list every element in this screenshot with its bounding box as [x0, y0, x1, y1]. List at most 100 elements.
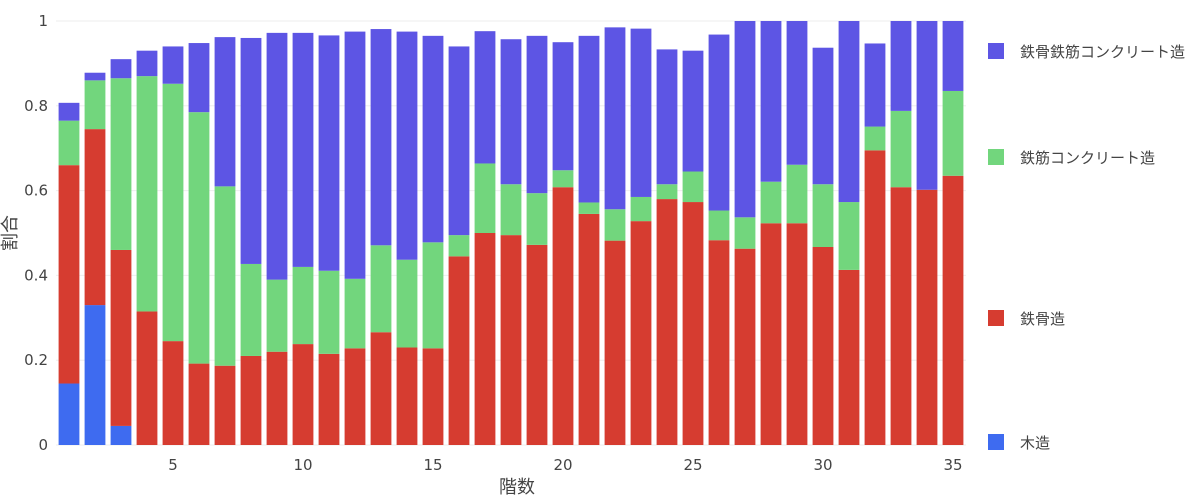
bar-segment[interactable]	[838, 269, 860, 445]
bar-segment[interactable]	[734, 248, 756, 445]
bar-segment[interactable]	[162, 83, 184, 342]
bar-segment[interactable]	[370, 332, 392, 445]
bar-segment[interactable]	[188, 112, 210, 364]
bar-segment[interactable]	[474, 31, 496, 164]
bar-segment[interactable]	[396, 31, 418, 260]
bar-segment[interactable]	[604, 27, 626, 210]
bar-segment[interactable]	[942, 21, 964, 91]
bar-segment[interactable]	[214, 365, 236, 445]
bar-segment[interactable]	[214, 37, 236, 187]
bar-segment[interactable]	[708, 210, 730, 241]
bar-segment[interactable]	[422, 35, 444, 243]
bar-segment[interactable]	[370, 29, 392, 246]
bar-segment[interactable]	[266, 32, 288, 280]
bar-segment[interactable]	[630, 221, 652, 445]
bar-segment[interactable]	[292, 344, 314, 445]
bar-segment[interactable]	[474, 233, 496, 445]
legend-item[interactable]: 木造	[988, 434, 1050, 452]
bar-segment[interactable]	[84, 305, 106, 445]
bar-segment[interactable]	[448, 256, 470, 445]
bar-segment[interactable]	[448, 235, 470, 257]
bar-segment[interactable]	[370, 245, 392, 333]
bar-segment[interactable]	[188, 43, 210, 113]
bar-segment[interactable]	[578, 213, 600, 445]
bar-segment[interactable]	[84, 129, 106, 306]
bar-segment[interactable]	[864, 126, 886, 151]
bar-segment[interactable]	[526, 244, 548, 445]
bar-segment[interactable]	[604, 240, 626, 445]
bar-segment[interactable]	[162, 46, 184, 84]
bar-segment[interactable]	[760, 223, 782, 445]
bar-segment[interactable]	[916, 21, 938, 190]
bar-segment[interactable]	[318, 35, 340, 271]
bar-segment[interactable]	[526, 35, 548, 194]
bar-segment[interactable]	[58, 120, 80, 166]
bar-segment[interactable]	[240, 263, 262, 356]
bar-segment[interactable]	[110, 78, 132, 250]
bar-segment[interactable]	[292, 266, 314, 345]
bar-segment[interactable]	[786, 21, 808, 165]
bar-segment[interactable]	[500, 235, 522, 445]
bar-segment[interactable]	[500, 184, 522, 236]
bar-segment[interactable]	[240, 355, 262, 445]
bar-segment[interactable]	[656, 49, 678, 185]
bar-segment[interactable]	[266, 351, 288, 445]
bar-segment[interactable]	[58, 102, 80, 121]
bar-segment[interactable]	[422, 242, 444, 349]
bar-segment[interactable]	[214, 186, 236, 366]
bar-segment[interactable]	[760, 181, 782, 224]
bar-segment[interactable]	[110, 425, 132, 445]
bar-segment[interactable]	[188, 363, 210, 445]
bar-segment[interactable]	[656, 184, 678, 200]
bar-segment[interactable]	[474, 163, 496, 233]
bar-segment[interactable]	[448, 46, 470, 236]
bar-segment[interactable]	[84, 72, 106, 81]
bar-segment[interactable]	[292, 32, 314, 267]
bar-segment[interactable]	[58, 383, 80, 445]
bar-segment[interactable]	[578, 202, 600, 214]
bar-segment[interactable]	[708, 240, 730, 445]
bar-segment[interactable]	[136, 311, 158, 445]
bar-segment[interactable]	[552, 170, 574, 188]
bar-segment[interactable]	[604, 209, 626, 241]
bar-segment[interactable]	[942, 175, 964, 445]
bar-segment[interactable]	[318, 270, 340, 354]
bar-segment[interactable]	[58, 165, 80, 384]
bar-segment[interactable]	[760, 21, 782, 182]
bar-segment[interactable]	[838, 21, 860, 203]
bar-segment[interactable]	[916, 189, 938, 445]
bar-segment[interactable]	[630, 196, 652, 222]
bar-segment[interactable]	[110, 59, 132, 79]
bar-segment[interactable]	[110, 249, 132, 426]
bar-segment[interactable]	[552, 187, 574, 445]
bar-segment[interactable]	[422, 348, 444, 445]
bar-segment[interactable]	[812, 184, 834, 247]
bar-segment[interactable]	[734, 217, 756, 249]
bar-segment[interactable]	[942, 90, 964, 176]
bar-segment[interactable]	[682, 202, 704, 445]
bar-segment[interactable]	[266, 279, 288, 352]
bar-segment[interactable]	[890, 187, 912, 445]
legend-item[interactable]: 鉄骨造	[988, 310, 1065, 328]
bar-segment[interactable]	[864, 43, 886, 127]
bar-segment[interactable]	[838, 202, 860, 270]
bar-segment[interactable]	[890, 21, 912, 111]
bar-segment[interactable]	[318, 353, 340, 445]
bar-segment[interactable]	[500, 39, 522, 185]
legend-item[interactable]: 鉄骨鉄筋コンクリート造	[988, 43, 1185, 61]
bar-segment[interactable]	[552, 42, 574, 171]
bar-segment[interactable]	[396, 259, 418, 348]
bar-segment[interactable]	[162, 341, 184, 445]
bar-segment[interactable]	[786, 164, 808, 224]
bar-segment[interactable]	[396, 347, 418, 445]
bar-segment[interactable]	[526, 193, 548, 245]
bar-segment[interactable]	[812, 246, 834, 445]
bar-segment[interactable]	[708, 34, 730, 211]
bar-segment[interactable]	[578, 35, 600, 203]
bar-segment[interactable]	[344, 31, 366, 279]
bar-segment[interactable]	[682, 171, 704, 203]
bar-segment[interactable]	[812, 47, 834, 185]
legend-item[interactable]: 鉄筋コンクリート造	[988, 149, 1155, 167]
bar-segment[interactable]	[344, 348, 366, 445]
